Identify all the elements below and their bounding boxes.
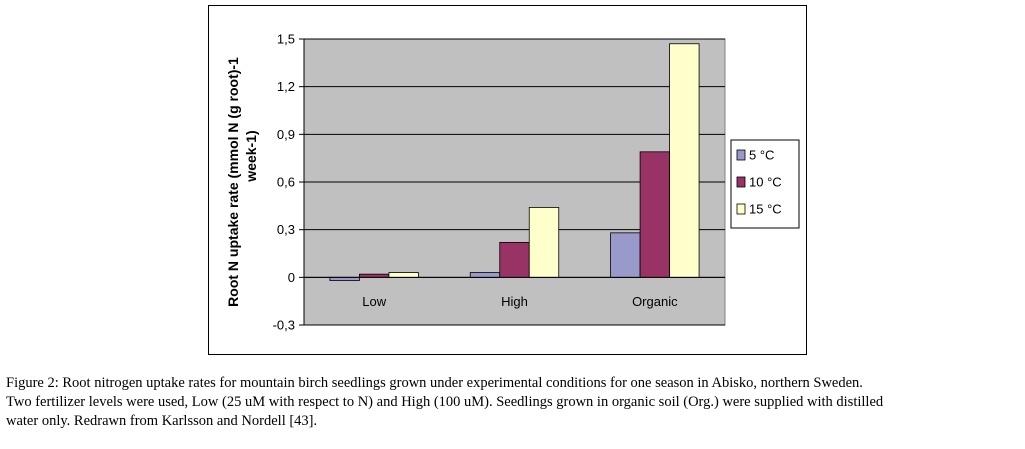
- bar: [469, 272, 501, 278]
- y-tick-label: 0,3: [277, 222, 295, 237]
- x-category-label: High: [501, 294, 528, 309]
- bar: [610, 232, 641, 278]
- bar: [528, 207, 560, 278]
- bar: [669, 43, 700, 278]
- bar: [388, 272, 419, 278]
- legend-swatch: [736, 176, 746, 188]
- y-tick-label: 0: [288, 270, 295, 285]
- y-tick-label: 0,6: [277, 175, 295, 190]
- legend-label: 15 °C: [749, 202, 782, 217]
- caption-line-3: water only. Redrawn from Karlsson and No…: [6, 413, 318, 429]
- y-axis-label: Root N uptake rate (mmol N (g root)-1: [225, 57, 241, 307]
- y-tick-label: 0,9: [277, 127, 295, 142]
- y-tick-label: -0,3: [273, 318, 295, 333]
- bar: [499, 241, 530, 278]
- x-category-label: Low: [362, 294, 386, 309]
- y-tick-label: 1,2: [277, 79, 295, 94]
- legend-label: 5 °C: [749, 148, 774, 163]
- caption-line-1: Figure 2: Root nitrogen uptake rates for…: [6, 375, 863, 391]
- bar: [639, 151, 670, 278]
- legend-label: 10 °C: [749, 175, 782, 190]
- chart-frame: -0,3 0 0,3 0,6 0,9 1,2 1,5 Low High Organic Root N…: [208, 5, 807, 355]
- legend-swatch: [736, 203, 746, 215]
- legend-swatch: [736, 149, 746, 161]
- caption-line-2: Two fertilizer levels were used, Low (25…: [6, 394, 884, 410]
- y-axis-label-line-2: week-1): [243, 130, 259, 182]
- x-category-label: Organic: [632, 294, 678, 309]
- y-tick-label: 1,5: [277, 32, 295, 47]
- figure-caption: Figure 2: Root nitrogen uptake rates for…: [6, 374, 1018, 431]
- bar-chart: -0,3 0 0,3 0,6 0,9 1,2 1,5 Low High Organic Root N…: [225, 32, 800, 333]
